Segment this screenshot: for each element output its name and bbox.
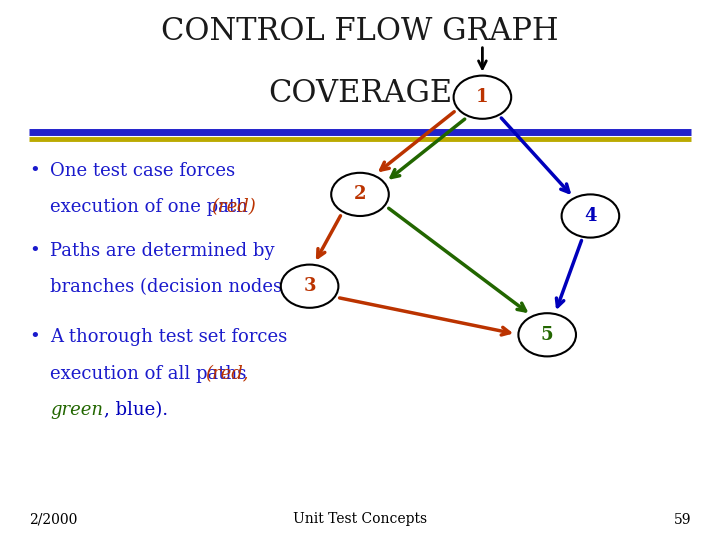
- Text: 3: 3: [303, 277, 316, 295]
- Text: green: green: [50, 401, 104, 419]
- Text: •: •: [29, 162, 40, 180]
- Text: Unit Test Concepts: Unit Test Concepts: [293, 512, 427, 526]
- Text: •: •: [29, 241, 40, 260]
- Circle shape: [331, 173, 389, 216]
- Text: 59: 59: [674, 512, 691, 526]
- Text: CONTROL FLOW GRAPH: CONTROL FLOW GRAPH: [161, 16, 559, 47]
- Text: A thorough test set forces: A thorough test set forces: [50, 328, 288, 347]
- Text: 2: 2: [354, 185, 366, 204]
- Text: •: •: [29, 328, 40, 347]
- Circle shape: [518, 313, 576, 356]
- Text: 4: 4: [584, 207, 597, 225]
- Text: (red): (red): [211, 198, 256, 216]
- Circle shape: [454, 76, 511, 119]
- Text: Paths are determined by: Paths are determined by: [50, 241, 275, 260]
- Text: execution of all paths: execution of all paths: [50, 364, 253, 383]
- Text: , blue).: , blue).: [104, 401, 168, 419]
- Text: 5: 5: [541, 326, 554, 344]
- Text: One test case forces: One test case forces: [50, 162, 235, 180]
- Circle shape: [281, 265, 338, 308]
- Text: COVERAGE: COVERAGE: [268, 78, 452, 109]
- Text: execution of one path: execution of one path: [50, 198, 254, 216]
- Text: 2/2000: 2/2000: [29, 512, 77, 526]
- Text: branches (decision nodes): branches (decision nodes): [50, 278, 289, 296]
- Text: (red,: (red,: [205, 364, 248, 383]
- Circle shape: [562, 194, 619, 238]
- Text: 1: 1: [476, 88, 489, 106]
